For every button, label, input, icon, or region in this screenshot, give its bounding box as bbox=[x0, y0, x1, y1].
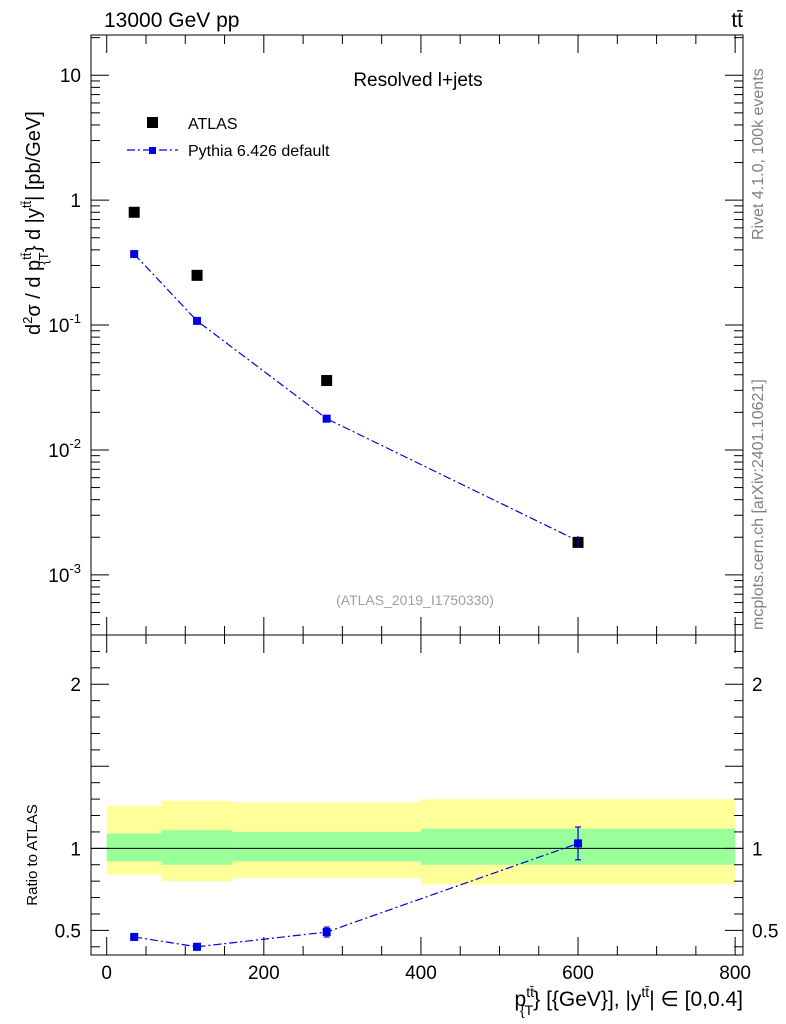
header-right: tt̄ bbox=[731, 9, 743, 32]
x-tick-label: 0 bbox=[101, 963, 112, 984]
mc-point-top-2 bbox=[322, 414, 331, 423]
y-tick-label-top: 10-3 bbox=[48, 561, 81, 587]
mc-point-top-1 bbox=[193, 316, 202, 325]
panel-title: Resolved l+jets bbox=[353, 70, 482, 91]
analysis-label: (ATLAS_2019_I1750330) bbox=[336, 592, 494, 608]
mc-point-top-0 bbox=[130, 250, 139, 259]
source-label: mcplots.cern.ch [arXiv:2401.10621] bbox=[750, 379, 767, 630]
bottom-frame bbox=[90, 634, 744, 956]
legend-marker-atlas bbox=[147, 117, 158, 128]
y-axis-title-top: d2σ / d ptt̄ {T} d |ytt̄| [pb/GeV] bbox=[19, 111, 51, 335]
y-tick-label-ratio-right: 1 bbox=[752, 839, 763, 860]
y-tick-label-ratio-right: 0.5 bbox=[752, 921, 778, 942]
x-tick-label: 400 bbox=[405, 963, 437, 984]
y-tick-label-top: 10-2 bbox=[48, 436, 81, 462]
legend-label-atlas: ATLAS bbox=[188, 116, 238, 133]
mc-ratio-point-2 bbox=[322, 928, 331, 937]
mc-ratio-point-3 bbox=[574, 839, 583, 848]
x-tick-label: 600 bbox=[562, 963, 594, 984]
mc-ratio-point-0 bbox=[130, 932, 139, 941]
y-tick-label-top: 10-1 bbox=[48, 311, 81, 337]
mc-ratio-line bbox=[134, 842, 579, 948]
legend-label-mc: Pythia 6.426 default bbox=[188, 143, 330, 160]
y-tick-label-ratio-left: 0.5 bbox=[55, 921, 81, 942]
legend: ATLAS Pythia 6.426 default bbox=[127, 116, 330, 160]
y-tick-label-top: 10 bbox=[60, 66, 81, 87]
data-point-0 bbox=[128, 206, 140, 218]
data-point-1 bbox=[191, 269, 203, 281]
data-point-2 bbox=[321, 374, 333, 386]
plot-marks bbox=[128, 206, 584, 951]
band-inner-2 bbox=[232, 831, 421, 862]
mc-ratio-point-1 bbox=[193, 942, 202, 951]
x-axis-title: ptt̄ {T} [{GeV}], |ytt̄| ∈ [0,0.4] bbox=[515, 984, 743, 1018]
y-tick-label-ratio-left: 1 bbox=[70, 839, 81, 860]
y-axis-title-ratio: Ratio to ATLAS bbox=[24, 804, 41, 905]
y-tick-label-ratio-left: 2 bbox=[70, 675, 81, 696]
header-left: 13000 GeV pp bbox=[104, 9, 239, 32]
y-tick-label-ratio-right: 2 bbox=[752, 675, 763, 696]
x-tick-label: 800 bbox=[719, 963, 751, 984]
mc-line-top bbox=[133, 253, 579, 542]
axes: 0 200 400 600 800 10 1 10-1 10-2 10-3 0.5 0.5 1 1 2 2 bbox=[48, 34, 778, 984]
band-inner-0 bbox=[106, 833, 162, 862]
x-tick-label: 200 bbox=[248, 963, 280, 984]
rivet-label: Rivet 4.1.0, 100k events bbox=[750, 68, 767, 240]
band-inner-1 bbox=[161, 830, 233, 865]
uncertainty-bands bbox=[91, 799, 743, 885]
y-tick-label-top: 1 bbox=[70, 191, 81, 212]
legend-marker-mc bbox=[149, 147, 156, 154]
